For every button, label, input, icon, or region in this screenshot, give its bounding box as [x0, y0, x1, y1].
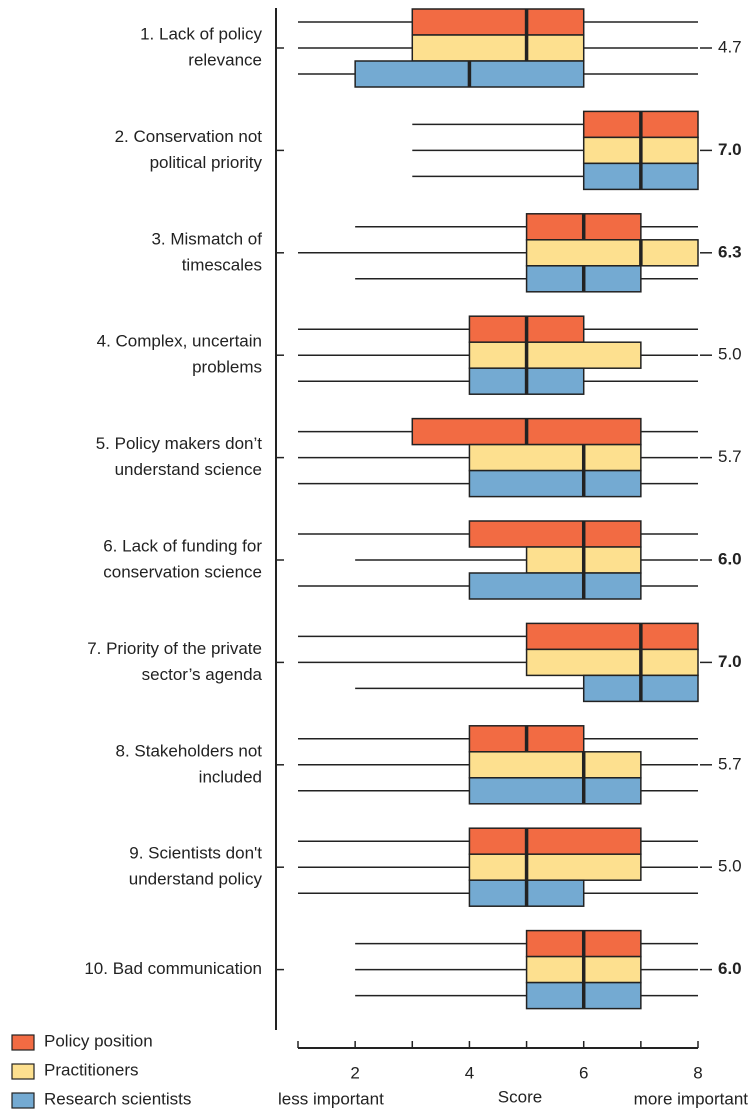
category-label: political priority — [150, 153, 263, 172]
category-label: 5. Policy makers don’t — [96, 434, 263, 453]
box — [468, 443, 642, 472]
score-label: 5.0 — [718, 345, 742, 364]
category-label: understand science — [115, 460, 262, 479]
x-tick-label: 8 — [693, 1063, 702, 1082]
legend-label: Practitioners — [44, 1060, 138, 1079]
score-label: 7.0 — [718, 140, 742, 159]
x-tick-label: 2 — [350, 1063, 359, 1082]
x-axis-title: Score — [498, 1087, 542, 1106]
box — [468, 777, 642, 805]
category-label: relevance — [188, 50, 262, 69]
score-label: 5.7 — [718, 447, 742, 466]
box — [525, 622, 699, 651]
legend-label: Research scientists — [44, 1089, 191, 1108]
legend-swatch — [11, 1063, 35, 1080]
box — [468, 469, 642, 498]
box — [525, 239, 699, 267]
score-label: 7.0 — [718, 652, 742, 671]
category-label: included — [199, 767, 262, 786]
x-axis-note: less important — [278, 1089, 384, 1108]
box — [468, 853, 642, 881]
score-label: 5.0 — [718, 857, 742, 876]
box — [468, 827, 642, 855]
category-label: problems — [192, 358, 262, 377]
box — [468, 572, 642, 600]
category-label: 7. Priority of the private — [87, 639, 262, 658]
legend-label: Policy position — [44, 1031, 153, 1050]
category-label: 1. Lack of policy — [140, 24, 262, 43]
category-label: 6. Lack of funding for — [103, 536, 262, 555]
category-label: conservation science — [103, 562, 262, 581]
legend-swatch — [11, 1034, 35, 1051]
category-label: 4. Complex, uncertain — [97, 332, 262, 351]
score-label: 4.7 — [718, 37, 742, 56]
box — [468, 751, 642, 779]
score-label: 5.7 — [718, 754, 742, 773]
category-label: sector’s agenda — [142, 665, 263, 684]
box — [525, 648, 699, 677]
box — [411, 34, 585, 62]
legend-swatch — [11, 1092, 35, 1109]
category-label: 8. Stakeholders not — [116, 741, 263, 760]
category-label: 3. Mismatch of — [151, 229, 262, 248]
category-label: understand policy — [129, 870, 263, 889]
x-tick-label: 4 — [465, 1063, 474, 1082]
box — [411, 8, 585, 36]
score-label: 6.0 — [718, 549, 742, 568]
box — [468, 520, 642, 548]
score-label: 6.0 — [718, 959, 742, 978]
score-label: 6.3 — [718, 242, 742, 261]
category-label: 10. Bad communication — [84, 959, 262, 978]
box — [468, 341, 642, 369]
category-label: 9. Scientists don't — [129, 844, 262, 863]
x-tick-label: 6 — [579, 1063, 588, 1082]
x-axis-note: more important — [634, 1089, 749, 1108]
category-label: 2. Conservation not — [115, 127, 263, 146]
category-label: timescales — [182, 255, 262, 274]
